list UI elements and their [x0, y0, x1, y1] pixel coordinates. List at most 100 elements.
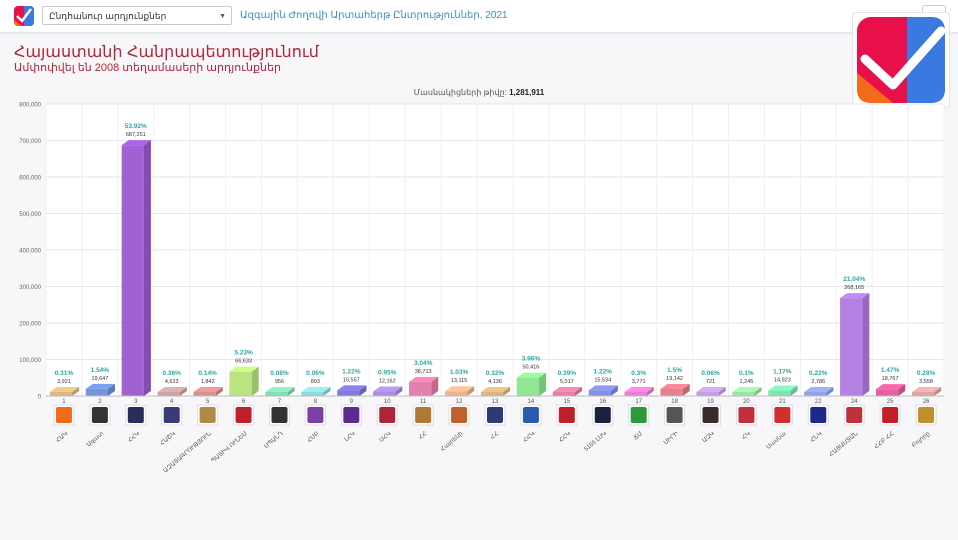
bar-top	[875, 384, 906, 390]
bar	[804, 392, 827, 396]
bar-top	[516, 372, 547, 378]
x-tick-label: ՍՀԿ	[378, 430, 393, 444]
banner-logo-icon-mark	[487, 407, 503, 423]
bar-value-label: 4,623	[165, 379, 179, 385]
bar-top	[409, 376, 439, 382]
bar-top	[480, 387, 511, 392]
y-tick-label: 700,000	[19, 139, 41, 145]
bar-percent-label: 5.23%	[234, 350, 253, 357]
chevron-down-icon: ▼	[219, 13, 226, 20]
bar-top	[911, 387, 942, 392]
hayastan-logo-icon-mark	[846, 407, 863, 423]
bar-percent-label: 53.92%	[125, 123, 147, 130]
bar-percent-label: 1.22%	[342, 368, 361, 375]
bar-side	[862, 293, 870, 396]
bar-value-label: 3,921	[57, 379, 71, 385]
x-tick-label: Սասնա	[765, 430, 788, 451]
bar	[121, 145, 144, 396]
x-tick-label: Բոլորը	[911, 430, 932, 449]
stripes-logo-icon-mark	[199, 407, 216, 423]
bar-top	[624, 387, 654, 392]
bar-top	[229, 366, 259, 372]
bar	[301, 392, 324, 396]
bar-percent-label: 1.54%	[91, 367, 110, 374]
bar-percent-label: 1.22%	[594, 368, 613, 375]
election-title-link[interactable]: Ազգային Ժողովի Արտահերթ Ընտրություններ, …	[240, 10, 508, 21]
bar-value-label: 3,771	[632, 379, 646, 385]
page-title: Հայաստանի Հանրապետությունում	[14, 44, 319, 61]
y-tick-label: 600,000	[19, 176, 41, 182]
bar-percent-label: 0.06%	[701, 370, 720, 377]
orange-square-icon-mark	[55, 407, 72, 423]
bar-top	[121, 140, 151, 146]
red-figure-icon-mark	[882, 407, 899, 423]
script-logo-icon-mark	[271, 407, 288, 423]
violet-emblem-icon-mark	[307, 407, 324, 423]
bar-top	[444, 386, 475, 392]
bar-value-label: 803	[311, 379, 320, 385]
bar-side	[251, 366, 259, 396]
bar-value-label: 14,923	[774, 378, 791, 384]
y-tick-label: 100,000	[19, 358, 41, 364]
flag-logo-icon-mark	[810, 407, 827, 423]
bar-side	[108, 383, 116, 396]
x-tick-number: 6	[242, 399, 246, 405]
participants-count: Մասնակիցների թիվը: 1,281,911	[0, 88, 958, 97]
wave-logo-icon-mark	[522, 407, 539, 423]
bar-percent-label: 0.06%	[306, 370, 325, 377]
x-tick-label: ԼՀԿ	[343, 430, 357, 443]
round-seal-icon-mark	[415, 407, 432, 423]
green-square-icon-mark	[630, 407, 647, 423]
bar-percent-label: 1.5%	[667, 367, 682, 374]
x-tick-label: ՀՀ	[489, 430, 500, 441]
x-tick-number: 13	[492, 399, 499, 405]
bar-top	[157, 387, 187, 392]
results-select[interactable]: Ընդհանուր արդյունքներ ▼	[42, 6, 232, 25]
x-tick-number: 1	[62, 399, 66, 405]
x-tick-label: ՍՊԱՆԴ	[263, 430, 285, 450]
x-tick-label: ՀՀԿ	[522, 430, 536, 444]
bar-value-label: 38,713	[415, 369, 432, 375]
y-tick-label: 800,000	[19, 103, 41, 109]
bar-value-label: 18,767	[882, 376, 899, 382]
bar	[229, 371, 252, 396]
bar-percent-label: 0.22%	[809, 370, 828, 377]
bar-value-label: 15,557	[343, 377, 360, 383]
results-select-value: Ընդհանուր արդյունքներ	[49, 11, 167, 21]
participants-value: 1,281,911	[509, 88, 545, 97]
bar-value-label: 13,115	[451, 378, 467, 384]
y-tick-label: 400,000	[19, 249, 41, 255]
bar-value-label: 1,842	[201, 379, 215, 385]
party-logo-icon-mark	[127, 407, 144, 423]
bar-value-label: 1,245	[740, 379, 754, 385]
app-logo-icon[interactable]	[14, 6, 34, 26]
bar-side	[72, 387, 80, 396]
bar-side	[898, 384, 906, 396]
x-tick-number: 10	[384, 399, 391, 405]
bar-top	[660, 384, 690, 390]
x-tick-label: ՀԱԿ	[55, 430, 70, 444]
page-subtitle: Ամփոփվել են 2008 տեղամասերի արդյունքներ	[14, 62, 281, 74]
gold-emblem-icon-mark	[918, 407, 935, 423]
x-tick-label: ՀԿ	[741, 430, 752, 441]
red-star-icon-mark	[235, 407, 252, 423]
y-tick-label: 200,000	[19, 322, 41, 328]
x-tick-number: 14	[528, 399, 535, 405]
bar-percent-label: 0.39%	[558, 370, 577, 377]
bar-side	[467, 386, 475, 396]
bar-percent-label: 1.03%	[450, 369, 469, 376]
bar	[911, 392, 935, 396]
bar-percent-label: 0.31%	[55, 370, 74, 377]
bar	[624, 392, 647, 396]
bar	[85, 388, 109, 396]
bar	[768, 390, 791, 396]
bar-side	[179, 387, 187, 396]
bar-percent-label: 21.04%	[843, 276, 865, 283]
bar-top	[588, 385, 618, 391]
bar	[193, 392, 216, 396]
bar	[660, 389, 683, 396]
crest-logo-icon-mark	[702, 407, 719, 423]
bar-top	[552, 387, 582, 392]
bar-value-label: 2,786	[811, 379, 825, 385]
bar-value-label: 268,165	[844, 285, 864, 291]
